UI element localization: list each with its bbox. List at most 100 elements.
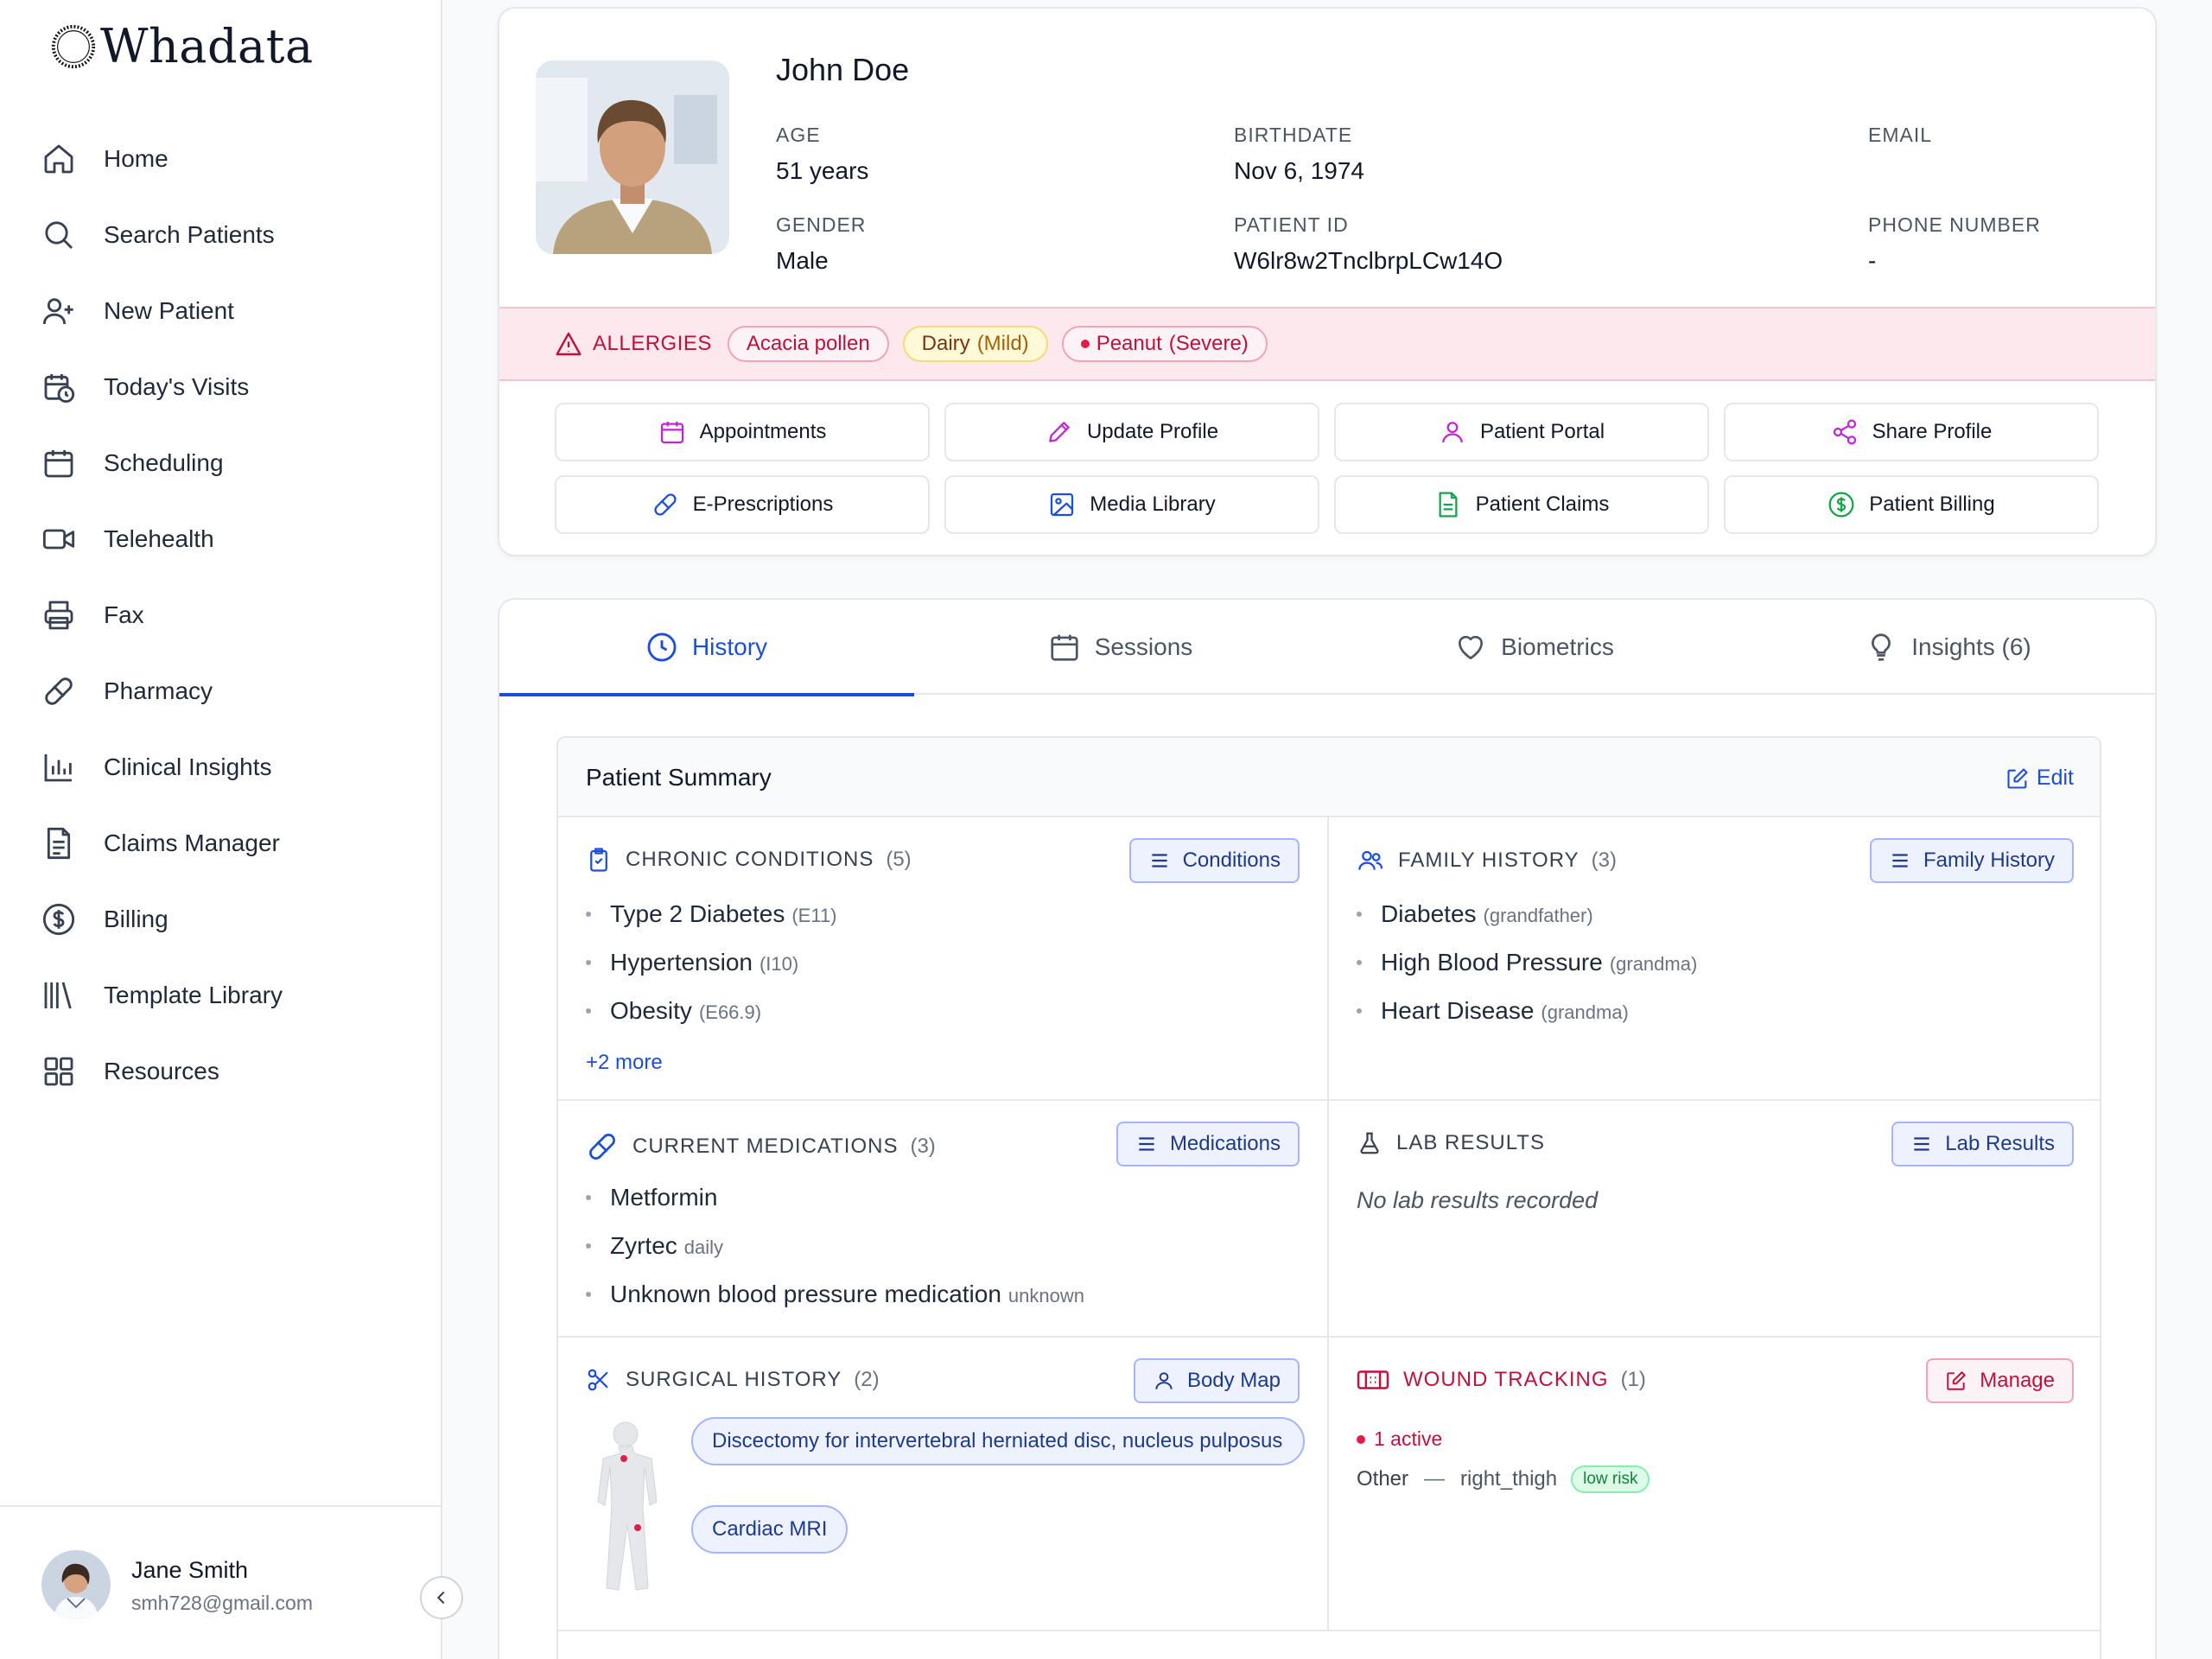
collapse-sidebar-button[interactable]	[420, 1576, 463, 1619]
current-medications-section: CURRENT MEDICATIONS (3) Medications Metf…	[558, 1101, 1329, 1338]
age-value: 51 years	[776, 157, 869, 184]
patient-billing-button[interactable]: Patient Billing	[1724, 475, 2099, 534]
family-history-section: FAMILY HISTORY (3) Family History Diabet…	[1329, 817, 2100, 1101]
media-library-button[interactable]: Media Library	[944, 475, 1319, 534]
dollar-icon	[42, 903, 75, 936]
sidebar-item-clinical-insights[interactable]: Clinical Insights	[0, 729, 441, 805]
body-map-button[interactable]: Body Map	[1133, 1358, 1300, 1403]
clock-icon	[647, 632, 677, 662]
risk-badge: low risk	[1571, 1465, 1650, 1493]
surgery-pill[interactable]: Cardiac MRI	[691, 1505, 849, 1554]
bandage-icon	[1357, 1370, 1389, 1389]
user-profile-footer[interactable]: Jane Smith smh728@gmail.com	[0, 1505, 441, 1659]
app-name: Whadata	[100, 19, 314, 73]
pill-icon	[654, 493, 677, 516]
list-icon	[1914, 1137, 1929, 1151]
share-profile-button[interactable]: Share Profile	[1724, 403, 2099, 461]
section-heading: SURGICAL HISTORY (2)	[586, 1367, 880, 1393]
clipboard-check-icon	[590, 848, 607, 872]
patient-portal-button[interactable]: Patient Portal	[1334, 403, 1709, 461]
sidebar-item-new-patient[interactable]: New Patient	[0, 273, 441, 349]
sidebar-item-label: Pharmacy	[104, 677, 213, 704]
show-more-conditions-link[interactable]: +2 more	[586, 1051, 663, 1074]
appointments-button[interactable]: Appointments	[555, 403, 930, 461]
list-item: High Blood Pressure (grandma)	[1357, 949, 1697, 997]
age-label: AGE	[776, 124, 821, 146]
calendar-clock-icon	[44, 374, 75, 404]
sidebar-item-home[interactable]: Home	[0, 121, 441, 197]
library-icon	[44, 982, 72, 1009]
allergy-pill[interactable]: Peanut (Severe)	[1061, 326, 1268, 362]
patient-summary-panel: Patient Summary Edit CHRONIC CONDITIONS …	[556, 736, 2101, 1659]
printer-icon	[44, 601, 73, 630]
sidebar-item-search-patients[interactable]: Search Patients	[0, 197, 441, 273]
sidebar-item-template-library[interactable]: Template Library	[0, 957, 441, 1033]
wound-active-count: 1 active	[1357, 1427, 1442, 1451]
calendar-icon	[1051, 634, 1078, 661]
sidebar-item-billing[interactable]: Billing	[0, 881, 441, 957]
sidebar-nav: Home Search Patients New Patient Today's…	[0, 121, 441, 1109]
gender-label: GENDER	[776, 213, 867, 236]
tab-history[interactable]: History	[499, 600, 914, 696]
sidebar-item-pharmacy[interactable]: Pharmacy	[0, 653, 441, 729]
document-icon	[47, 827, 71, 860]
list-item: Hypertension (I10)	[586, 949, 837, 997]
section-heading: CHRONIC CONDITIONS (5)	[586, 847, 912, 873]
user-email: smh728@gmail.com	[131, 1592, 313, 1614]
tab-biometrics[interactable]: Biometrics	[1327, 600, 1741, 695]
section-heading: CURRENT MEDICATIONS (3)	[586, 1130, 936, 1163]
allergies-title: ALLERGIES	[555, 330, 712, 358]
wound-tracking-section: WOUND TRACKING (1) Manage 1 active Other…	[1329, 1338, 2100, 1631]
list-item: Metformin	[586, 1184, 1084, 1232]
heart-icon	[1459, 635, 1484, 660]
allergy-pill[interactable]: Dairy (Mild)	[902, 326, 1048, 362]
surgical-history-section: SURGICAL HISTORY (2) Body Map Discectomy…	[558, 1338, 1329, 1631]
sidebar-item-telehealth[interactable]: Telehealth	[0, 501, 441, 577]
family-history-button[interactable]: Family History	[1869, 838, 2074, 883]
gender-value: Male	[776, 247, 829, 274]
sidebar-item-scheduling[interactable]: Scheduling	[0, 425, 441, 501]
wound-entry[interactable]: Other — right_thigh low risk	[1357, 1465, 1650, 1493]
pill-icon	[45, 677, 73, 705]
sidebar-item-todays-visits[interactable]: Today's Visits	[0, 349, 441, 425]
update-profile-button[interactable]: Update Profile	[944, 403, 1319, 461]
lab-results-button[interactable]: Lab Results	[1891, 1122, 2074, 1166]
manage-wounds-button[interactable]: Manage	[1926, 1358, 2074, 1403]
user-name: Jane Smith	[131, 1557, 249, 1583]
list-item: Diabetes (grandfather)	[1357, 900, 1697, 949]
bar-chart-icon	[44, 754, 72, 782]
app-logo[interactable]: Whadata	[48, 19, 314, 73]
user-icon	[1442, 422, 1463, 443]
e-prescriptions-button[interactable]: E-Prescriptions	[555, 475, 930, 534]
edit-icon	[1947, 1371, 1966, 1390]
users-icon	[1358, 850, 1383, 870]
medications-button[interactable]: Medications	[1116, 1122, 1300, 1166]
home-icon	[44, 144, 73, 174]
body-map-figure-icon[interactable]	[584, 1419, 667, 1604]
list-item: Obesity (E66.9)	[586, 997, 837, 1046]
calendar-icon	[660, 422, 683, 444]
list-icon	[1139, 1137, 1154, 1151]
tab-bar: History Sessions Biometrics Insights (6)	[499, 600, 2155, 696]
medications-list: Metformin Zyrtec daily Unknown blood pres…	[586, 1184, 1084, 1329]
sidebar-item-resources[interactable]: Resources	[0, 1033, 441, 1109]
lightbulb-icon	[1872, 633, 1891, 661]
sidebar-item-fax[interactable]: Fax	[0, 577, 441, 653]
allergy-pill[interactable]: Acacia pollen	[727, 326, 889, 362]
surgery-pill[interactable]: Discectomy for intervertebral herniated …	[691, 1417, 1305, 1465]
sidebar: Whadata Home Search Patients New Patient…	[0, 0, 442, 1659]
patient-claims-button[interactable]: Patient Claims	[1334, 475, 1709, 534]
scissors-icon	[588, 1369, 608, 1391]
lab-results-empty: No lab results recorded	[1357, 1187, 1599, 1213]
conditions-button[interactable]: Conditions	[1128, 838, 1300, 883]
user-plus-icon	[42, 298, 73, 325]
tab-insights[interactable]: Insights (6)	[1741, 600, 2155, 695]
tab-sessions[interactable]: Sessions	[913, 600, 1327, 695]
sidebar-item-label: Scheduling	[104, 449, 224, 476]
sidebar-item-claims-manager[interactable]: Claims Manager	[0, 805, 441, 881]
edit-summary-button[interactable]: Edit	[2005, 766, 2074, 791]
lab-results-section: LAB RESULTS Lab Results No lab results r…	[1329, 1101, 2100, 1338]
image-icon	[1051, 493, 1074, 517]
section-heading: LAB RESULTS	[1357, 1130, 1545, 1156]
pill-icon	[589, 1134, 615, 1160]
